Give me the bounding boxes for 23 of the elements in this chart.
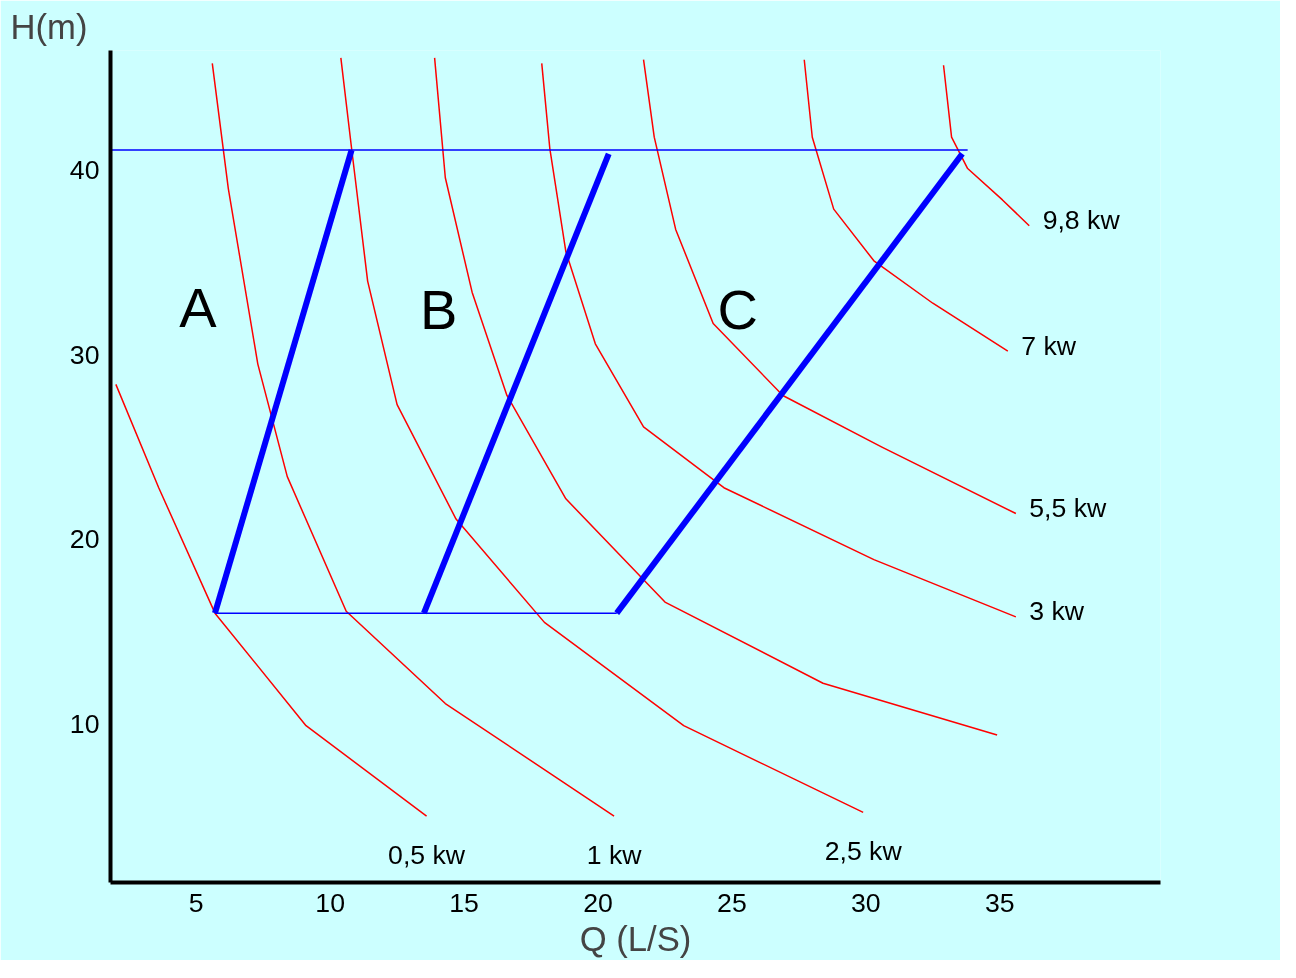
series-label: 1 kw	[586, 840, 643, 871]
x-tick-label: 30	[851, 887, 881, 918]
x-tick-label: 5	[188, 887, 204, 918]
series-label: 3 kw	[1029, 596, 1085, 627]
x-tick-label: 10	[315, 887, 345, 918]
y-tick-label: 30	[69, 339, 100, 370]
y-axis-title: H(m)	[10, 7, 88, 46]
x-tick-label: 25	[717, 887, 747, 918]
y-tick-label: 40	[69, 155, 100, 186]
series-label: 2,5 kw	[824, 836, 903, 867]
series-label: 0,5 kw	[388, 840, 466, 871]
series-label: 9,8 kw	[1042, 205, 1121, 236]
y-tick-label: 20	[69, 524, 100, 555]
annotation: A	[179, 276, 218, 340]
annotation: B	[420, 278, 458, 342]
annotation: C	[717, 278, 758, 342]
x-tick-label: 15	[449, 887, 479, 918]
x-axis-title: Q (L/S)	[579, 919, 692, 958]
series-label: 5,5 kw	[1029, 493, 1108, 524]
series-label: 7 kw	[1021, 330, 1077, 361]
x-tick-label: 20	[583, 887, 613, 918]
y-tick-label: 10	[69, 708, 100, 739]
x-tick-label: 35	[984, 887, 1015, 918]
